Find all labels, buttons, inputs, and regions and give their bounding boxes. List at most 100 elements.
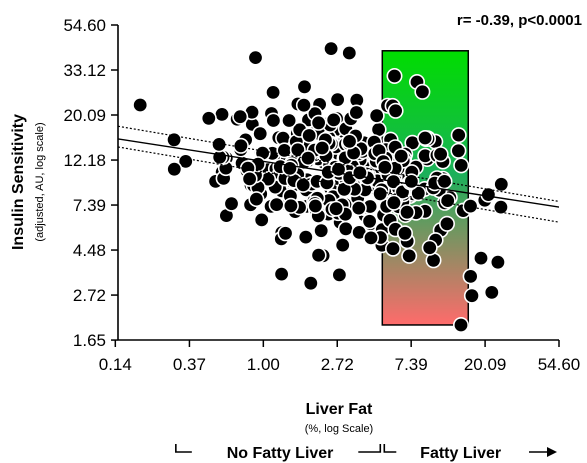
scatter-point bbox=[328, 200, 345, 217]
scatter-point bbox=[417, 130, 434, 147]
y-tick-label: 54.60 bbox=[63, 16, 106, 35]
scatter-point bbox=[323, 40, 340, 57]
scatter-point bbox=[396, 225, 413, 242]
scatter-point bbox=[399, 204, 416, 221]
scatter-point bbox=[337, 220, 354, 237]
scatter-point bbox=[348, 104, 365, 121]
no-fatty-liver-bracket-right bbox=[358, 444, 382, 453]
scatter-point bbox=[331, 266, 348, 283]
scatter-point bbox=[493, 176, 510, 193]
scatter-point bbox=[372, 185, 389, 202]
scatter-point bbox=[387, 102, 404, 119]
scatter-point bbox=[334, 237, 351, 254]
scatter-point bbox=[436, 173, 453, 190]
scatter-point bbox=[401, 247, 418, 264]
scatter-point bbox=[314, 140, 331, 157]
y-tick-label: 20.09 bbox=[63, 106, 106, 125]
scatter-point bbox=[307, 198, 324, 215]
scatter-point bbox=[414, 83, 431, 100]
scatter-point bbox=[386, 68, 403, 85]
scatter-point bbox=[325, 111, 342, 128]
scatter-point bbox=[247, 49, 264, 66]
scatter-point bbox=[362, 229, 379, 246]
scatter-point bbox=[200, 110, 217, 127]
scatter-point bbox=[252, 125, 269, 142]
scatter-point bbox=[282, 197, 299, 214]
scatter-point bbox=[132, 97, 149, 114]
scatter-point bbox=[223, 195, 240, 212]
scatter-point bbox=[483, 284, 500, 301]
axes-layer: 54.60 33.12 20.09 12.18 7.39 4.48 2.72 1.65 0.14… bbox=[63, 16, 580, 374]
scatter-point bbox=[277, 225, 294, 242]
x-tick-label: 0.14 bbox=[99, 355, 132, 374]
scatter-point bbox=[273, 266, 290, 283]
scatter-point bbox=[480, 186, 497, 203]
scatter-point bbox=[313, 222, 330, 239]
scatter-point bbox=[302, 275, 319, 292]
scatter-point bbox=[310, 114, 327, 131]
y-tick-label: 1.65 bbox=[73, 331, 106, 350]
scatter-point bbox=[329, 91, 346, 108]
x-tick-label: 0.37 bbox=[173, 355, 206, 374]
scatter-point bbox=[281, 160, 298, 177]
scatter-point bbox=[232, 108, 249, 125]
scatter-point bbox=[472, 250, 489, 267]
scatter-point bbox=[166, 131, 183, 148]
scatter-point bbox=[368, 107, 385, 124]
scatter-point bbox=[166, 161, 183, 178]
scatter-point bbox=[384, 240, 401, 257]
liver-range-brackets: No Fatty Liver Fatty Liver bbox=[175, 444, 557, 462]
scatter-point bbox=[248, 191, 265, 208]
scatter-point bbox=[289, 141, 306, 158]
scatter-point bbox=[452, 316, 469, 333]
scatter-point bbox=[253, 211, 270, 228]
y-tick-label: 12.18 bbox=[63, 151, 106, 170]
scatter-point bbox=[489, 254, 506, 271]
scatter-point bbox=[421, 239, 438, 256]
y-tick-label: 2.72 bbox=[73, 286, 106, 305]
scatter-point bbox=[376, 159, 393, 176]
scatter-point bbox=[241, 170, 258, 187]
scatter-point bbox=[341, 44, 358, 61]
no-fatty-liver-label: No Fatty Liver bbox=[227, 445, 334, 462]
scatter-point bbox=[265, 112, 282, 129]
fatty-liver-bracket-left bbox=[383, 444, 397, 453]
x-tick-label: 2.72 bbox=[321, 355, 354, 374]
regression-band-layer bbox=[118, 125, 559, 223]
regression-line bbox=[118, 138, 559, 208]
y-tick-label: 33.12 bbox=[63, 61, 106, 80]
scatter-point bbox=[462, 198, 479, 215]
scatter-point bbox=[295, 176, 312, 193]
scatter-point bbox=[361, 213, 378, 230]
y-tick-label: 7.39 bbox=[73, 196, 106, 215]
scatter-point bbox=[211, 136, 228, 153]
scatter-point bbox=[393, 148, 410, 165]
scatter-point bbox=[450, 127, 467, 144]
no-fatty-liver-bracket-left bbox=[175, 444, 192, 453]
scatter-point bbox=[265, 84, 282, 101]
x-axis-subtitle: (%, log Scale) bbox=[305, 423, 373, 435]
scatter-point bbox=[232, 137, 249, 154]
scatter-point bbox=[268, 196, 285, 213]
fatty-liver-arrow-head bbox=[547, 447, 557, 457]
scatter-point bbox=[341, 133, 358, 150]
fatty-liver-label: Fatty Liver bbox=[420, 445, 501, 462]
scatter-point bbox=[453, 157, 470, 174]
scatter-points-layer bbox=[132, 40, 510, 333]
x-tick-label: 54.60 bbox=[538, 355, 581, 374]
scatter-point bbox=[492, 199, 509, 216]
scatter-point bbox=[296, 78, 313, 95]
x-tick-label: 7.39 bbox=[395, 355, 428, 374]
correlation-annotation: r= -0.39, p<0.0001 bbox=[457, 12, 582, 29]
scatter-point bbox=[432, 146, 449, 163]
x-tick-label: 1.00 bbox=[247, 355, 280, 374]
x-tick-label: 20.09 bbox=[464, 355, 507, 374]
scatter-point bbox=[214, 106, 231, 123]
axis-labels-layer: r= -0.39, p<0.0001 Insulin Sensitivity (… bbox=[10, 12, 582, 435]
y-axis-subtitle: (adjusted, AU, log scale) bbox=[34, 122, 46, 241]
y-tick-label: 4.48 bbox=[73, 241, 106, 260]
scatter-point bbox=[439, 192, 456, 209]
scatter-point bbox=[295, 97, 312, 114]
scatter-point bbox=[463, 287, 480, 304]
